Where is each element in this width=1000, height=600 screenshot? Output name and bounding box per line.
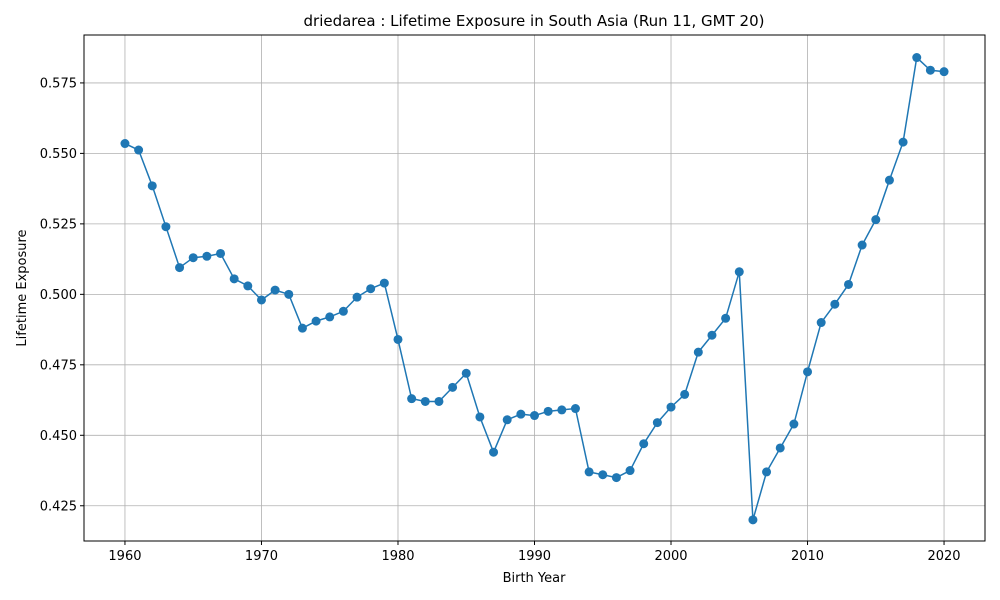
data-point (489, 447, 499, 457)
data-point (366, 284, 376, 294)
grid (84, 35, 985, 541)
data-point (175, 263, 185, 273)
data-point (420, 396, 430, 406)
data-point (803, 367, 813, 377)
data-point (693, 347, 703, 357)
data-point (721, 313, 731, 323)
data-point (243, 281, 253, 291)
data-point (325, 312, 335, 322)
data-point (925, 65, 935, 75)
data-point (434, 396, 444, 406)
data-point (912, 53, 922, 63)
data-point (611, 473, 621, 483)
data-point (775, 443, 785, 453)
data-point (229, 274, 239, 284)
data-point (884, 175, 894, 185)
data-point (830, 299, 840, 309)
data-point (147, 181, 157, 191)
data-point (748, 515, 758, 525)
axis-ticks: 1960 1970 1980 1990 2000 2010 2020 0.425 0.450 0.… (40, 76, 961, 564)
x-tick-label: 1970 (245, 549, 278, 564)
data-point (297, 323, 307, 333)
data-point (502, 415, 512, 425)
x-tick-label: 1980 (381, 549, 414, 564)
x-tick-label: 2000 (654, 549, 687, 564)
data-point (461, 368, 471, 378)
data-point (707, 330, 717, 340)
data-point (584, 467, 594, 477)
data-point (857, 240, 867, 250)
y-tick-label: 0.500 (40, 288, 77, 303)
data-point (816, 318, 826, 328)
data-point (311, 316, 321, 326)
y-tick-label: 0.575 (40, 76, 77, 91)
x-tick-label: 2010 (791, 549, 824, 564)
x-tick-label: 1990 (518, 549, 551, 564)
data-point (270, 285, 280, 295)
data-point (120, 139, 130, 149)
data-point (898, 137, 908, 147)
plot-frame (83, 34, 986, 542)
data-point (666, 402, 676, 412)
chart-title: driedarea : Lifetime Exposure in South A… (304, 12, 765, 30)
y-tick-label: 0.450 (40, 429, 77, 444)
data-point (598, 470, 608, 480)
data-point (475, 412, 485, 422)
y-axis-label: Lifetime Exposure (15, 229, 30, 346)
data-point (188, 253, 198, 263)
data-points (120, 53, 949, 525)
y-tick-label: 0.425 (40, 499, 77, 514)
data-point (161, 222, 171, 232)
data-point (448, 382, 458, 392)
data-point (843, 279, 853, 289)
data-point (379, 278, 389, 288)
data-point (652, 418, 662, 428)
data-point (407, 394, 417, 404)
data-point (543, 406, 553, 416)
data-point (680, 389, 690, 399)
data-point (216, 248, 226, 258)
data-point (256, 295, 266, 305)
data-point (639, 439, 649, 449)
data-point (734, 267, 744, 277)
data-point (557, 405, 567, 415)
data-point (789, 419, 799, 429)
data-point (762, 467, 772, 477)
data-point (625, 466, 635, 476)
data-point (393, 334, 403, 344)
data-point (352, 292, 362, 302)
data-point (202, 251, 212, 261)
y-tick-label: 0.475 (40, 358, 77, 373)
x-tick-label: 1960 (108, 549, 141, 564)
y-tick-label: 0.550 (40, 147, 77, 162)
y-tick-label: 0.525 (40, 217, 77, 232)
x-tick-label: 2020 (927, 549, 960, 564)
data-point (284, 289, 294, 299)
data-point (939, 67, 949, 77)
data-point (530, 411, 539, 421)
data-point (871, 215, 881, 225)
x-axis-label: Birth Year (503, 571, 567, 586)
data-point (338, 306, 348, 316)
data-point (570, 404, 580, 414)
data-point (134, 145, 144, 155)
data-point (516, 409, 526, 419)
